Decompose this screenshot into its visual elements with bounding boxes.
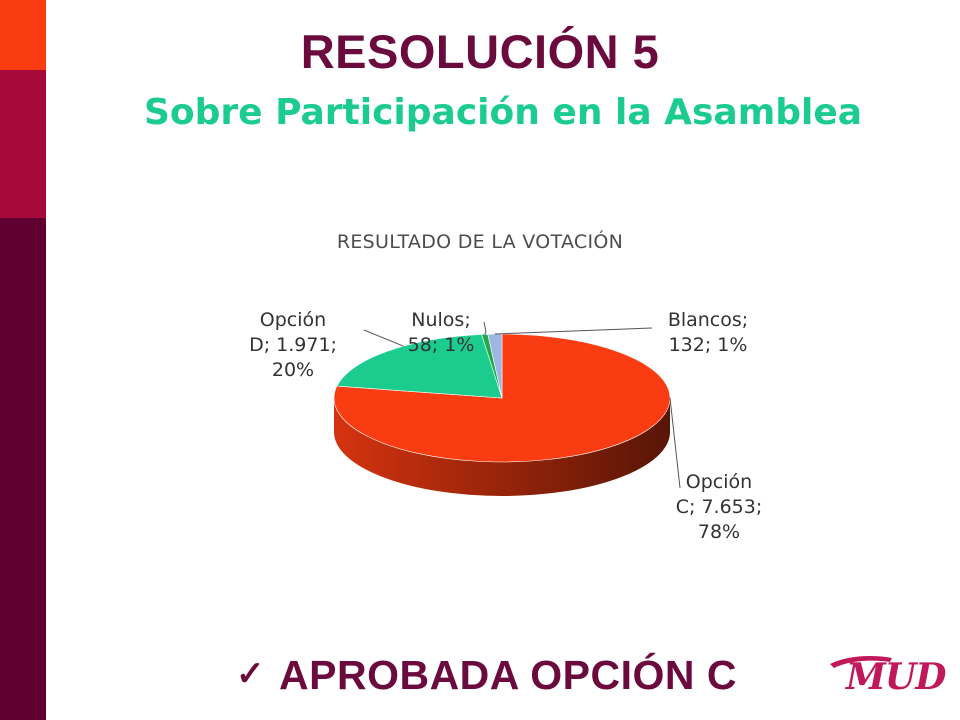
pie-slice-opción-d (336, 334, 503, 399)
pie-slice-opción-c (333, 333, 671, 463)
approval-text: APROBADA OPCIÓN C (279, 652, 737, 698)
label-line: Opción (259, 309, 327, 331)
accent-band-bottom (0, 218, 46, 720)
accent-band-middle (0, 70, 46, 218)
accent-band-top (0, 0, 46, 70)
leader-line-opción-c (669, 397, 681, 489)
logo-text: MUD (846, 656, 946, 698)
leader-line-blancos (494, 327, 653, 335)
label-line: 58; 1% (407, 334, 475, 356)
slide-subtitle: Sobre Participación en la Asamblea (143, 92, 863, 133)
label-opcion-c: Opción C; 7.653; 78% (664, 470, 774, 545)
logo-swoosh (830, 656, 892, 668)
label-nulos: Nulos; 58; 1% (392, 308, 490, 358)
slide-title: RESOLUCIÓN 5 (300, 25, 660, 78)
leader-line-opción-d (363, 329, 404, 347)
chart-title: RESULTADO DE LA VOTACIÓN (336, 231, 624, 253)
mud-logo: MUD (826, 650, 946, 708)
label-line: 78% (697, 521, 741, 543)
label-line: C; 7.653; (675, 496, 763, 518)
leader-line-nulos (483, 321, 487, 335)
label-opcion-d: Opción D; 1.971; 20% (238, 308, 348, 383)
label-line: Nulos; (411, 309, 471, 331)
label-line: Blancos; (667, 309, 749, 331)
label-line: 132; 1% (668, 334, 748, 356)
pie-side-opción-c (334, 398, 670, 496)
label-line: 20% (271, 359, 315, 381)
label-line: D; 1.971; (249, 334, 337, 356)
label-line: Opción (685, 471, 753, 493)
approval-banner: ✓ APROBADA OPCIÓN C (236, 652, 737, 699)
label-blancos: Blancos; 132; 1% (652, 308, 764, 358)
check-icon: ✓ (236, 655, 265, 693)
